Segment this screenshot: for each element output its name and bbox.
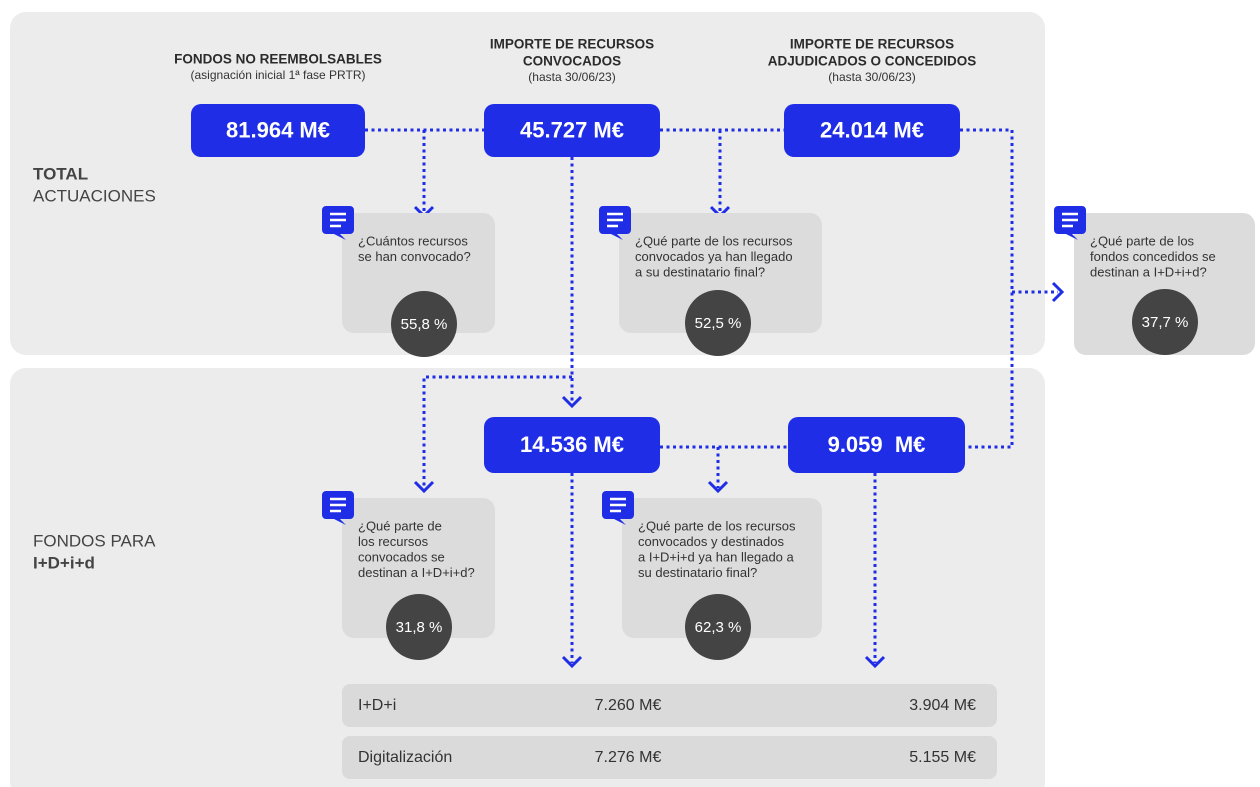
value-box: [788, 417, 965, 473]
value-box-label: 24.014 M€: [820, 117, 924, 142]
question-text: los recursos: [358, 534, 429, 549]
chat-icon-lines: [610, 497, 626, 513]
row-label: ACTUACIONES: [33, 186, 156, 205]
question-text: destinan a I+D+i+d?: [358, 565, 475, 580]
question-card: [1074, 213, 1255, 355]
table-row: [342, 684, 997, 727]
row-label: I+D+i+d: [33, 553, 95, 572]
column-title: FONDOS NO REEMBOLSABLES: [174, 52, 382, 67]
percent-circle: [391, 291, 457, 357]
table-value: 3.904 M€: [909, 697, 976, 714]
percent-circle: [386, 594, 452, 660]
column-title: IMPORTE DE RECURSOS: [490, 37, 654, 52]
question-text: ¿Qué parte de: [358, 518, 442, 533]
table-row: [342, 736, 997, 779]
column-subtitle: (hasta 30/06/23): [528, 70, 615, 84]
question-text: ¿Cuántos recursos: [358, 233, 468, 248]
value-box: [191, 104, 365, 157]
question-card: [619, 213, 822, 333]
percent-value: 31,8 %: [396, 619, 443, 636]
table-label: Digitalización: [358, 749, 452, 766]
question-text: su destinatario final?: [638, 565, 757, 580]
value-box-label: 14.536 M€: [520, 432, 624, 457]
question-text: convocados y destinados: [638, 534, 784, 549]
percent-value: 37,7 %: [1142, 314, 1189, 331]
percent-value: 55,8 %: [401, 316, 448, 333]
question-card: [342, 498, 495, 638]
question-text: convocados ya han llegado: [635, 249, 793, 264]
table-value: 7.276 M€: [595, 749, 662, 766]
chat-icon-lines: [607, 212, 623, 228]
percent-value: 62,3 %: [695, 619, 742, 636]
row-label: TOTAL: [33, 164, 88, 183]
question-text: ¿Qué parte de los recursos: [635, 233, 793, 248]
value-box: [484, 417, 660, 473]
question-text: convocados se: [358, 549, 445, 564]
question-text: se han convocado?: [358, 249, 471, 264]
question-text: ¿Qué parte de los recursos: [638, 518, 796, 533]
column-title: IMPORTE DE RECURSOS: [790, 37, 954, 52]
table-value: 7.260 M€: [595, 697, 662, 714]
value-box-label: 81.964 M€: [226, 117, 330, 142]
question-card: [342, 213, 495, 333]
percent-circle: [1132, 289, 1198, 355]
question-text: fondos concedidos se: [1090, 249, 1216, 264]
chat-icon-lines: [330, 497, 346, 513]
percent-circle: [685, 594, 751, 660]
value-box-label: 9.059 M€: [828, 432, 926, 457]
table-value: 5.155 M€: [909, 749, 976, 766]
table-label: I+D+i: [358, 697, 396, 714]
value-box: [784, 104, 960, 157]
percent-value: 52,5 %: [695, 315, 742, 332]
question-text: a su destinatario final?: [635, 264, 765, 279]
panel-idi: [10, 368, 1045, 787]
row-label: FONDOS PARA: [33, 531, 156, 550]
column-subtitle: (hasta 30/06/23): [828, 70, 915, 84]
question-text: a I+D+i+d ya han llegado a: [638, 549, 795, 564]
chat-icon-lines: [1062, 212, 1078, 228]
chat-icon-lines: [330, 212, 346, 228]
column-title: ADJUDICADOS O CONCEDIDOS: [768, 54, 977, 69]
question-card: [622, 498, 822, 638]
question-text: destinan a I+D+i+d?: [1090, 264, 1207, 279]
value-box-label: 45.727 M€: [520, 117, 624, 142]
column-title: CONVOCADOS: [523, 54, 621, 69]
question-text: ¿Qué parte de los: [1090, 233, 1195, 248]
percent-circle: [685, 290, 751, 356]
column-subtitle: (asignación inicial 1ª fase PRTR): [191, 68, 366, 82]
value-box: [484, 104, 660, 157]
